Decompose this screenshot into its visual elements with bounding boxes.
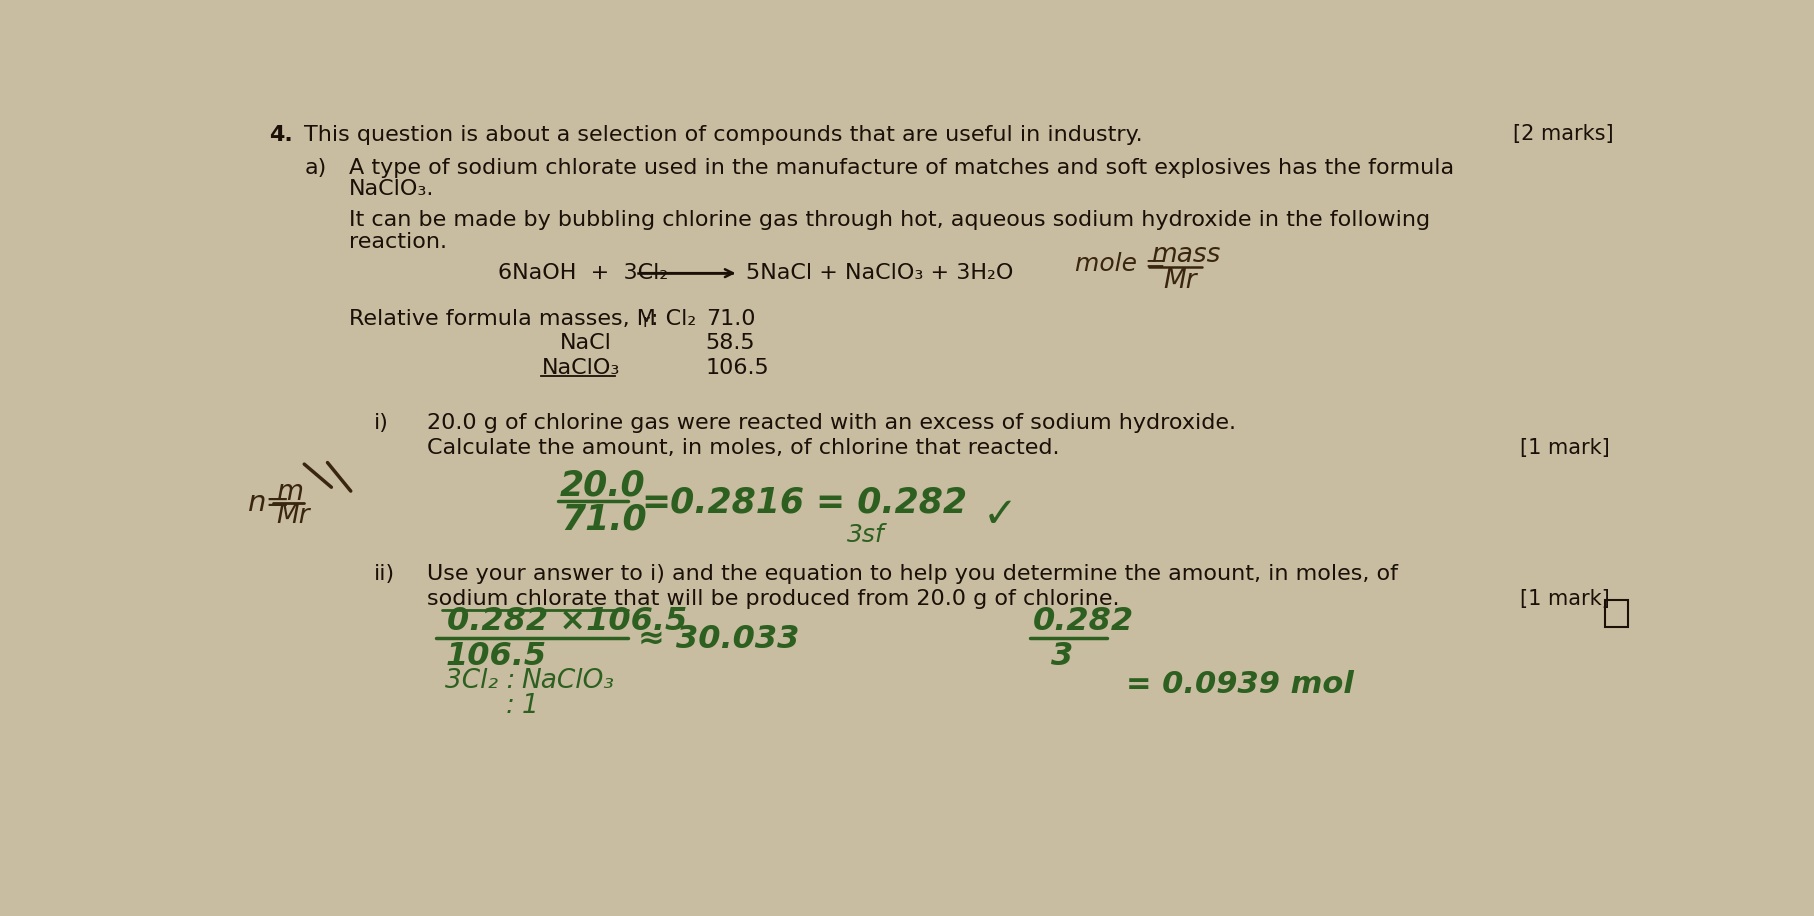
Text: sodium chlorate that will be produced from 20.0 g of chlorine.: sodium chlorate that will be produced fr… — [426, 589, 1119, 609]
Text: 20.0 g of chlorine gas were reacted with an excess of sodium hydroxide.: 20.0 g of chlorine gas were reacted with… — [426, 413, 1235, 433]
Text: Mr: Mr — [276, 504, 310, 529]
Text: 6NaOH  +  3Cl₂: 6NaOH + 3Cl₂ — [499, 263, 668, 283]
Text: = 0.0939 mol: = 0.0939 mol — [1126, 670, 1353, 699]
Text: mass: mass — [1152, 242, 1221, 267]
Text: reaction.: reaction. — [350, 232, 448, 252]
Text: NaClO₃: NaClO₃ — [541, 358, 620, 378]
Text: 0.282: 0.282 — [1032, 605, 1134, 637]
Text: m: m — [276, 478, 303, 506]
Text: 71.0: 71.0 — [706, 309, 755, 329]
Text: A type of sodium chlorate used in the manufacture of matches and soft explosives: A type of sodium chlorate used in the ma… — [350, 158, 1455, 178]
Text: 3sf: 3sf — [847, 523, 885, 547]
Text: : Cl₂: : Cl₂ — [651, 309, 697, 329]
Bar — [1605, 600, 1627, 627]
Text: 71.0: 71.0 — [562, 503, 648, 537]
Text: 0.282 ×106.5: 0.282 ×106.5 — [446, 605, 688, 637]
Text: [1 mark]: [1 mark] — [1520, 589, 1611, 609]
Text: n=: n= — [249, 488, 292, 517]
Text: ≈ 30.033: ≈ 30.033 — [637, 624, 798, 655]
Text: r: r — [642, 313, 649, 332]
Text: 4.: 4. — [268, 125, 294, 146]
Text: Mr: Mr — [1163, 267, 1197, 294]
Text: i): i) — [374, 413, 388, 433]
Text: 106.5: 106.5 — [444, 641, 546, 672]
Text: 1: 1 — [521, 692, 539, 719]
Text: a): a) — [305, 158, 327, 178]
Text: :: : — [506, 692, 515, 719]
Text: 58.5: 58.5 — [706, 333, 755, 354]
Text: NaClO₃.: NaClO₃. — [350, 180, 435, 199]
Text: Relative formula masses, M: Relative formula masses, M — [350, 309, 657, 329]
Text: mole =: mole = — [1076, 252, 1166, 276]
Text: [2 marks]: [2 marks] — [1513, 124, 1614, 144]
Text: =0.2816: =0.2816 — [642, 485, 804, 519]
Text: This question is about a selection of compounds that are useful in industry.: This question is about a selection of co… — [305, 125, 1143, 146]
Text: 3Cl₂ :: 3Cl₂ : — [444, 669, 515, 694]
Text: = 0.282: = 0.282 — [816, 485, 967, 519]
Text: 3: 3 — [1052, 641, 1074, 672]
Text: 20.0: 20.0 — [561, 469, 646, 503]
Text: [1 mark]: [1 mark] — [1520, 438, 1611, 458]
Text: 5NaCl + NaClO₃ + 3H₂O: 5NaCl + NaClO₃ + 3H₂O — [746, 263, 1014, 283]
Text: It can be made by bubbling chlorine gas through hot, aqueous sodium hydroxide in: It can be made by bubbling chlorine gas … — [350, 210, 1429, 230]
Text: 106.5: 106.5 — [706, 358, 769, 378]
Text: NaCl: NaCl — [561, 333, 611, 354]
Text: NaClO₃: NaClO₃ — [521, 669, 615, 694]
Text: Calculate the amount, in moles, of chlorine that reacted.: Calculate the amount, in moles, of chlor… — [426, 438, 1059, 458]
Text: ii): ii) — [374, 564, 395, 584]
Text: Use your answer to i) and the equation to help you determine the amount, in mole: Use your answer to i) and the equation t… — [426, 564, 1399, 584]
Text: ✓: ✓ — [983, 494, 1018, 536]
